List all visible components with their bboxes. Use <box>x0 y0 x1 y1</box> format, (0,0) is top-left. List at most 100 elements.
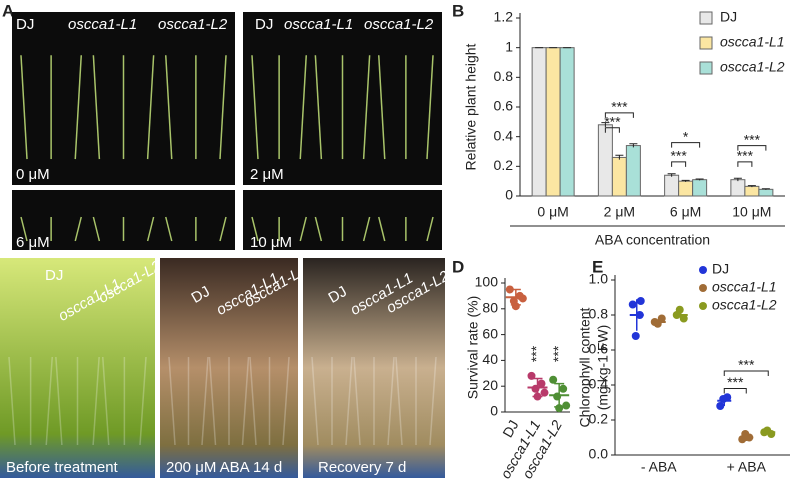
data-point <box>559 384 568 393</box>
plant-stem <box>362 55 371 160</box>
sig-bracket <box>671 142 701 148</box>
sd-bar <box>510 288 521 306</box>
plant-stem <box>426 55 434 160</box>
legend-swatch <box>699 11 713 25</box>
data-point <box>628 300 637 309</box>
legend-label: oscca1-L1 <box>720 34 785 50</box>
photo-text: 200 μM ABA 14 d <box>166 459 282 476</box>
y-tick-label: 0.8 <box>494 68 514 84</box>
sig-bracket <box>723 388 747 394</box>
data-point <box>631 332 640 340</box>
y-axis-label: (mg kg-1 FW) <box>595 325 611 411</box>
sig-label: *** <box>604 113 621 129</box>
y-tick-label: 0 <box>490 403 498 419</box>
x-tick-label: 2 μM <box>604 204 635 220</box>
plant-stem <box>353 356 361 446</box>
photo-text: 10 μM <box>250 234 292 251</box>
photo: 6 μM <box>12 190 235 251</box>
data-point <box>741 430 750 438</box>
plant-stem <box>314 216 323 242</box>
x-tick-label: 10 μM <box>732 204 771 220</box>
photo-text: DJ <box>255 16 273 33</box>
legend-label: oscca1-L1 <box>712 279 777 295</box>
x-tick-label: 6 μM <box>670 204 701 220</box>
photo-text: 2 μM <box>250 166 284 183</box>
sd-bar <box>554 382 565 408</box>
data-point <box>531 384 540 393</box>
error-bar <box>681 179 690 182</box>
bar <box>559 47 575 197</box>
bar <box>758 188 774 197</box>
legend-label: DJ <box>712 261 729 277</box>
legend-label: DJ <box>720 9 737 25</box>
data-point <box>537 379 546 388</box>
bar <box>625 145 641 197</box>
error-bar <box>695 178 704 181</box>
bar <box>678 180 694 197</box>
x-tick-label: + ABA <box>727 459 767 475</box>
photo-text: oscca1-L1 <box>68 16 137 33</box>
x-axis-label: ABA concentration <box>595 232 710 248</box>
bar <box>611 156 627 197</box>
y-tick-label: 0.2 <box>494 157 514 173</box>
data-point <box>518 294 527 303</box>
plant-stem <box>208 356 217 446</box>
panel-label: E <box>592 257 603 276</box>
sig-label: *** <box>550 345 566 362</box>
y-tick-label: 80 <box>482 300 498 316</box>
plant-stem <box>387 356 395 446</box>
error-bar <box>615 154 624 160</box>
plant-stem <box>74 216 82 242</box>
x-tick-label: - ABA <box>641 459 677 475</box>
plant-stem <box>345 356 353 446</box>
legend-marker <box>699 302 707 310</box>
plant-stem <box>92 55 101 160</box>
plant-stem <box>20 55 28 160</box>
sig-bracket <box>604 112 634 118</box>
y-axis-label: Survival rate (%) <box>465 296 481 399</box>
data-point <box>763 426 772 435</box>
x-tick-label: DJ <box>499 417 521 440</box>
plant-stem <box>251 216 259 242</box>
legend-label: oscca1-L2 <box>712 297 777 313</box>
data-point <box>679 314 688 323</box>
plant-stem <box>20 216 28 242</box>
error-bar <box>733 177 742 182</box>
y-tick-label: 20 <box>482 377 498 393</box>
sd-bar <box>532 377 543 398</box>
plant-stem <box>251 55 259 160</box>
photo-text: Recovery 7 d <box>318 459 406 476</box>
plant-stem <box>165 216 173 242</box>
data-point <box>553 392 562 401</box>
y-tick-label: 60 <box>482 325 498 341</box>
photo-text: oscca1-L1 <box>284 16 353 33</box>
sig-label: *** <box>611 99 628 115</box>
plant-stem <box>74 55 82 160</box>
error-bar <box>761 188 770 190</box>
photo-text: 6 μM <box>16 234 50 251</box>
error-bar <box>629 143 638 148</box>
bar <box>597 124 613 197</box>
data-point <box>716 402 725 410</box>
data-point <box>719 395 728 403</box>
plant-stem <box>102 356 110 446</box>
y-tick-label: 0.6 <box>494 98 514 114</box>
y-tick-label: 0 <box>505 187 513 203</box>
plant-stem <box>362 216 371 242</box>
plant-stem <box>378 55 386 160</box>
plant-stem <box>395 356 403 446</box>
sig-label: *** <box>528 345 544 362</box>
photo-image <box>160 258 298 478</box>
photo-text: Before treatment <box>6 459 119 476</box>
plant-stem <box>299 55 307 160</box>
legend-swatch <box>699 61 713 75</box>
legend-marker <box>699 284 707 292</box>
y-tick-label: 0.6 <box>589 341 609 357</box>
data-point <box>505 285 514 294</box>
y-tick-label: 1.2 <box>494 9 514 25</box>
sig-label: *** <box>737 148 754 164</box>
